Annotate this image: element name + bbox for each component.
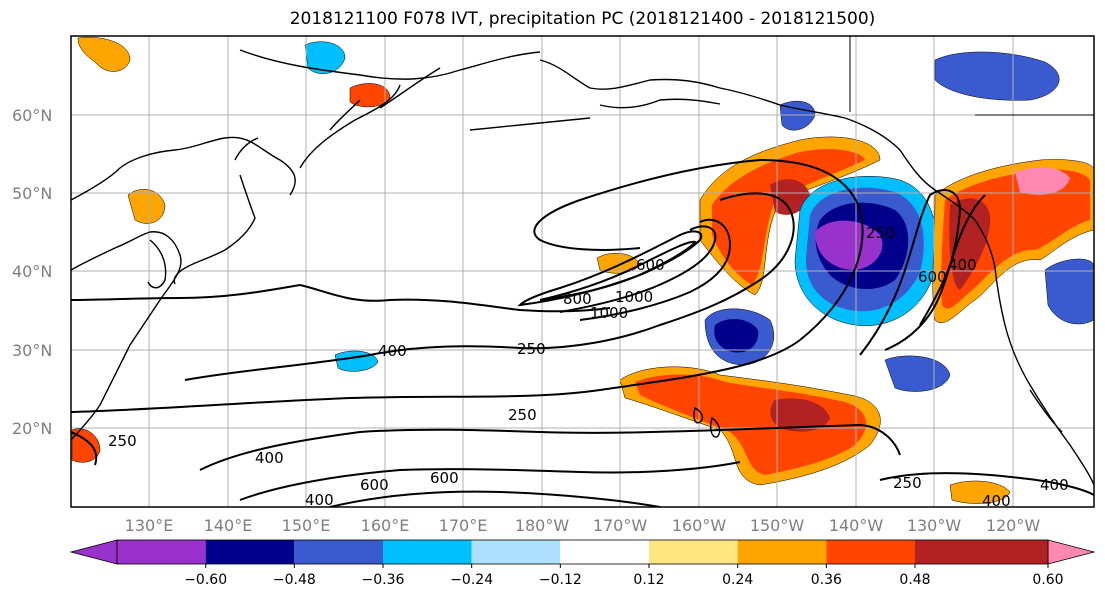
contour-label: 800 [563, 290, 592, 308]
colorbar-tick-label: −0.36 [362, 572, 405, 588]
colorbar-segment [560, 540, 649, 564]
contour-label: 250 [866, 224, 895, 242]
precip-blob [770, 398, 830, 432]
colorbar-extend-low [69, 539, 118, 565]
colorbar-segment [205, 540, 295, 564]
map-content: 400 250 400 250 250 400 600 600 400 800 … [71, 36, 1094, 510]
contour-label: 400 [982, 492, 1011, 510]
contour-label: 400 [378, 342, 407, 360]
colorbar-segment [826, 540, 915, 564]
contour-label: 1000 [615, 288, 653, 306]
colorbar-frame [116, 539, 1049, 565]
colorbar-tick-label: 0.48 [899, 572, 930, 588]
contour-label: 250 [893, 474, 922, 492]
precip-blob [712, 149, 865, 285]
colorbar-tick-label: −0.60 [184, 572, 227, 588]
map-title: 2018121100 F078 IVT, precipitation PC (2… [289, 9, 876, 29]
precip-blob [934, 51, 1060, 101]
colorbar-tick-label: 0.12 [633, 572, 664, 588]
lon-label: 170°W [593, 516, 648, 535]
lon-label: 150°W [750, 516, 805, 535]
lat-label: 40°N [12, 262, 52, 281]
lon-label: 160°E [361, 516, 410, 535]
lon-label: 140°W [829, 516, 884, 535]
lon-label: 130°E [125, 516, 174, 535]
colorbar-tick-label: −0.24 [450, 572, 493, 588]
contour-label: 250 [517, 340, 546, 358]
contour-label: 600 [918, 268, 947, 286]
colorbar-segment [471, 540, 561, 564]
map-frame [70, 35, 1095, 508]
gridlines [71, 36, 1094, 507]
contour-label: 400 [1040, 476, 1069, 494]
precip-blob [71, 428, 101, 463]
colorbar-tick-label: 0.36 [811, 572, 842, 588]
colorbar-segment [383, 540, 472, 564]
colorbar-tick-label: 0.24 [722, 572, 753, 588]
precip-blob [304, 41, 346, 74]
precip-blob [1015, 167, 1070, 195]
lon-label: 150°E [282, 516, 331, 535]
contour-label: 400 [255, 449, 284, 467]
precip-blob [949, 480, 1011, 504]
lon-label: 130°W [907, 516, 962, 535]
lon-label: 170°E [439, 516, 488, 535]
colorbar-extend-high [1047, 539, 1096, 565]
lat-axis: 60°N 50°N 40°N 30°N 20°N [12, 106, 52, 438]
precip-blob [77, 37, 131, 72]
lon-axis: 130°E 140°E 150°E 160°E 170°E 180°W 170°… [125, 516, 1041, 535]
lat-label: 60°N [12, 106, 52, 125]
contour-label: 600 [430, 469, 459, 487]
colorbar-segment [649, 540, 738, 564]
contour-label: 600 [636, 256, 665, 274]
colorbar-segment [294, 540, 383, 564]
precip-blob [1044, 258, 1094, 325]
colorbar-tick-label: −0.48 [273, 572, 316, 588]
precip-blob [815, 220, 883, 270]
colorbar-tick-label: −0.12 [539, 572, 582, 588]
precip-blob [635, 374, 867, 475]
colorbar: −0.60 −0.48 −0.36 −0.24 −0.12 0.12 0.24 0.36 0.4… [69, 539, 1096, 588]
contour-label: 250 [108, 432, 137, 450]
precip-blob [127, 189, 166, 224]
colorbar-segment [915, 540, 1048, 564]
contour-label: 400 [948, 256, 977, 274]
coastlines [71, 36, 1094, 486]
contour-labels: 400 250 400 250 250 400 600 600 400 800 … [108, 224, 1069, 510]
ivt-contours [71, 158, 1094, 507]
lon-label: 180°W [515, 516, 570, 535]
colorbar-segment [117, 540, 206, 564]
contour-label: 1000 [590, 304, 628, 322]
contour-label: 250 [508, 406, 537, 424]
contour-label: 400 [305, 491, 334, 509]
lon-label: 120°W [986, 516, 1041, 535]
lat-label: 50°N [12, 184, 52, 203]
contour-label: 600 [360, 476, 389, 494]
lon-label: 140°E [204, 516, 253, 535]
lat-label: 30°N [12, 341, 52, 360]
precip-blob [349, 83, 391, 108]
colorbar-tick-label: 0.60 [1032, 572, 1063, 588]
precip-blob [770, 179, 810, 215]
colorbar-segment [737, 540, 827, 564]
precip-blob [714, 318, 759, 353]
lat-label: 20°N [12, 419, 52, 438]
lon-label: 160°W [672, 516, 727, 535]
